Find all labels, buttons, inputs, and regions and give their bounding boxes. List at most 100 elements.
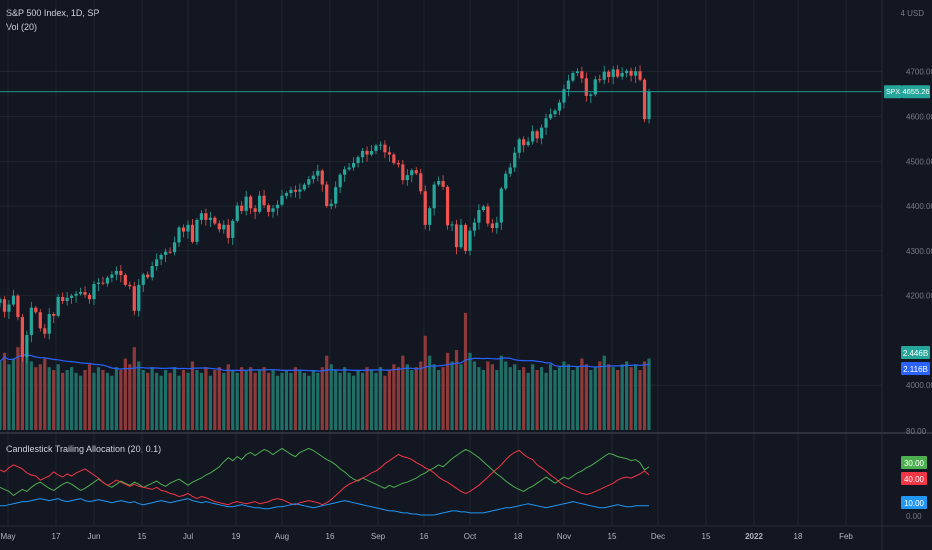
alloc-line-red — [0, 449, 650, 506]
volume-bar — [374, 372, 378, 430]
candle-body — [387, 152, 392, 155]
volume-bar — [392, 364, 396, 430]
price-axis-ticks[interactable]: 4700.00 4600.00 4500.00 4400.00 4300.00 4200.… — [906, 68, 932, 391]
candle-body — [522, 139, 526, 146]
candle-body — [240, 205, 244, 211]
volume-bar — [307, 375, 311, 430]
symbol-title[interactable]: S&P 500 Index, 1D, SP — [6, 8, 100, 18]
candle-body — [454, 224, 459, 248]
candle-body — [302, 184, 306, 190]
volume-bar — [405, 364, 409, 430]
price-tick: 4700.00 — [906, 68, 932, 77]
oscillator-title[interactable]: Candlestick Trailing Allocation (20, 0.1… — [6, 444, 162, 454]
candle-body — [351, 163, 356, 168]
candle-body — [195, 219, 199, 242]
time-tick: 17 — [52, 532, 61, 541]
volume-bar — [83, 370, 87, 430]
volume-bar — [454, 350, 459, 430]
volume-bar — [293, 367, 298, 430]
volume-indicator-label[interactable]: Vol (20) — [6, 22, 38, 32]
osc-tick-top: 80.00 — [906, 427, 927, 436]
candle-body — [262, 195, 266, 206]
candle-body — [87, 294, 92, 300]
volume-bar — [445, 352, 450, 430]
candle-body — [293, 189, 298, 192]
volume-bar — [132, 347, 136, 430]
volume-bar — [598, 361, 602, 430]
osc-tick-bottom: 0.00 — [906, 512, 922, 521]
candle-body — [365, 150, 369, 155]
price-tick: 4200.00 — [906, 292, 932, 301]
candle-body — [275, 204, 280, 209]
volume-bar — [123, 358, 127, 430]
candle-body — [132, 286, 136, 311]
volume-bar — [383, 375, 387, 430]
candle-body — [114, 270, 118, 275]
volume-bar — [468, 352, 472, 430]
candle-body — [150, 266, 154, 278]
volume-bar — [365, 367, 369, 430]
volume-bar — [490, 364, 494, 430]
candle-body — [320, 170, 324, 185]
time-tick: Aug — [275, 532, 289, 541]
volume-bar — [213, 370, 217, 430]
red-alloc-badge-bg — [901, 472, 927, 485]
volume-bar — [513, 364, 517, 430]
red-alloc-badge: 40.00 — [904, 475, 925, 484]
allocation-lines — [0, 447, 650, 516]
candle-body — [414, 170, 418, 174]
candle-body — [181, 227, 186, 232]
volume-bar — [275, 375, 280, 430]
time-axis[interactable]: May 17 Jun 15 Jul 19 Aug 16 Sep 16 Oct 18 Nov 15 Dec 15… — [0, 532, 853, 541]
volume-bar — [65, 370, 69, 430]
price-axis-unit: 4 USD — [900, 9, 924, 18]
volume-bar — [128, 364, 132, 430]
volume-bar — [562, 361, 566, 430]
volume-bar — [508, 367, 512, 430]
volume-bar — [235, 372, 239, 430]
volume-bar — [316, 372, 320, 430]
volume-bar — [7, 364, 11, 430]
volume-bar — [499, 355, 503, 430]
candle-body — [123, 275, 127, 285]
candle-body — [11, 295, 16, 305]
volume-bar — [571, 370, 575, 430]
volume-bar — [320, 367, 324, 430]
candle-body — [401, 164, 405, 181]
volume-bar — [463, 312, 468, 430]
volume-bar — [548, 364, 553, 430]
candle-body — [231, 220, 235, 238]
candle-body — [441, 180, 445, 187]
volume-bar — [647, 358, 651, 430]
volume-bar — [611, 367, 615, 430]
candle-body — [2, 299, 7, 312]
candle-body — [52, 313, 56, 316]
volume-bar — [92, 372, 96, 430]
volume-bar — [633, 364, 638, 430]
candle-body — [490, 223, 494, 228]
candle-body — [56, 296, 60, 316]
candle-body — [226, 224, 230, 238]
candle-body — [43, 328, 47, 334]
volume-bar — [47, 367, 51, 430]
volume-bar — [105, 372, 110, 430]
volume-bar — [325, 355, 329, 430]
time-tick: Jun — [88, 532, 101, 541]
volume-bar — [343, 367, 347, 430]
volume-bar — [257, 370, 262, 430]
volume-bar — [61, 372, 65, 430]
volume-bar — [486, 361, 490, 430]
volume-bar — [208, 375, 212, 430]
candles — [0, 64, 651, 363]
candle-body — [20, 317, 24, 357]
candle-body — [647, 91, 651, 120]
candle-body — [517, 139, 521, 153]
volume-bar — [477, 367, 481, 430]
candle-body — [544, 118, 548, 128]
volume-bar — [642, 361, 647, 430]
candle-body — [396, 163, 400, 165]
candle-body — [280, 195, 284, 205]
volume-bar — [78, 375, 83, 430]
last-price-badge: SPX 4655.26 — [884, 85, 930, 99]
